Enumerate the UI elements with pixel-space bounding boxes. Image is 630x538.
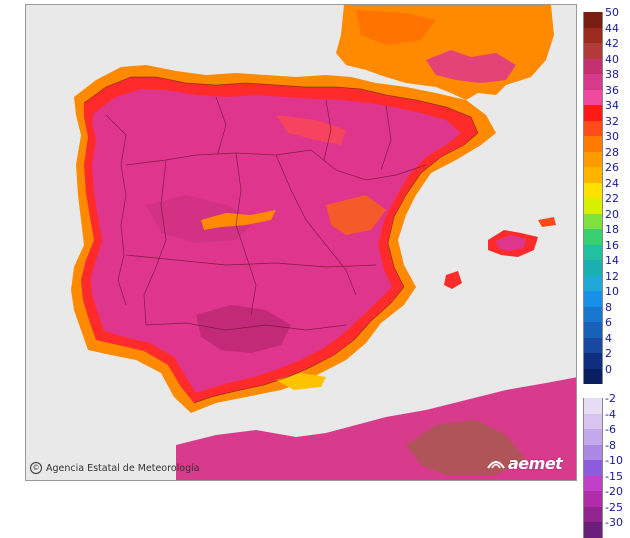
legend-swatch-positive-10 <box>583 167 603 183</box>
legend-label: 42 <box>605 37 619 50</box>
legend-label: 2 <box>605 347 612 360</box>
legend-swatch-negative-7 <box>583 506 603 522</box>
legend-label: -4 <box>605 407 616 421</box>
legend-swatch-negative-2 <box>583 429 603 445</box>
mountains-north <box>276 115 346 145</box>
legend-swatch-positive-7 <box>583 120 603 136</box>
credit-text: Agencia Estatal de Meteorología <box>46 462 200 474</box>
legend-swatch-positive-13 <box>583 213 603 229</box>
legend-swatch-positive-12 <box>583 198 603 214</box>
aemet-logo-text: aemet <box>508 454 563 473</box>
legend-swatch-positive-15 <box>583 244 603 260</box>
legend-label: 10 <box>605 285 619 298</box>
legend-swatch-negative-3 <box>583 444 603 460</box>
aemet-logo: aemet <box>487 454 563 473</box>
legend-label: -8 <box>605 438 616 452</box>
legend-swatch-positive-1 <box>583 27 603 43</box>
legend-label: -2 <box>605 392 616 405</box>
legend-label: -25 <box>605 500 623 514</box>
legend-swatch-negative-6 <box>583 491 603 507</box>
legend-label: 26 <box>605 161 619 174</box>
legend-swatch-negative-1 <box>583 413 603 429</box>
france-warm-area <box>356 10 436 45</box>
mountains-central <box>201 210 276 230</box>
legend-swatch-positive-18 <box>583 291 603 307</box>
legend-label: 8 <box>605 300 612 314</box>
map-canvas <box>26 5 576 480</box>
legend-label: 28 <box>605 145 619 159</box>
france-hot-area <box>426 50 516 83</box>
mountains-southeast <box>276 373 326 390</box>
legend-label: 6 <box>605 316 612 329</box>
legend-swatch-negative-5 <box>583 475 603 491</box>
legend-swatch-positive-22 <box>583 353 603 369</box>
legend-label: -15 <box>605 469 623 483</box>
island-mallorca-interior <box>496 235 526 251</box>
island-menorca <box>538 217 556 227</box>
legend-swatch-positive-0 <box>583 12 603 28</box>
legend-label: 44 <box>605 21 619 35</box>
legend-label: 36 <box>605 83 619 97</box>
legend-swatch-positive-8 <box>583 136 603 152</box>
region-borders <box>105 96 427 331</box>
legend-swatch-negative-0 <box>583 398 603 414</box>
legend-swatch-positive-23 <box>583 368 603 384</box>
legend-label: 12 <box>605 269 619 283</box>
legend-swatch-positive-21 <box>583 337 603 353</box>
legend-swatch-positive-2 <box>583 43 603 59</box>
legend-swatch-negative-8 <box>583 522 603 538</box>
legend-swatch-positive-11 <box>583 182 603 198</box>
legend-label: -6 <box>605 423 616 436</box>
legend-label: 14 <box>605 254 619 267</box>
legend-label: 0 <box>605 362 612 376</box>
legend-label: -30 <box>605 516 623 529</box>
aemet-logo-icon <box>487 460 505 469</box>
legend-label: 22 <box>605 192 619 205</box>
legend-swatch-positive-14 <box>583 229 603 245</box>
coastline <box>83 76 479 404</box>
temperature-map <box>25 4 577 481</box>
mountains-east <box>326 195 386 235</box>
legend-label: 4 <box>605 331 612 345</box>
legend-label: 34 <box>605 99 619 112</box>
copyright-icon: © <box>30 462 42 474</box>
island-ibiza <box>444 271 462 289</box>
legend-swatch-positive-19 <box>583 306 603 322</box>
legend-swatch-negative-4 <box>583 460 603 476</box>
legend-swatch-positive-17 <box>583 275 603 291</box>
legend-swatch-positive-5 <box>583 89 603 105</box>
legend-swatch-positive-16 <box>583 260 603 276</box>
legend-swatch-positive-4 <box>583 74 603 90</box>
legend-label: 32 <box>605 114 619 128</box>
hot-core-centre <box>146 195 256 243</box>
iberia-interior <box>91 89 461 393</box>
legend-swatch-positive-3 <box>583 58 603 74</box>
legend-swatch-positive-20 <box>583 322 603 338</box>
legend-label: 40 <box>605 52 619 66</box>
credit-line: © Agencia Estatal de Meteorología <box>30 462 200 474</box>
hot-core-south <box>196 305 291 353</box>
legend-label: 30 <box>605 130 619 143</box>
legend-label: 16 <box>605 238 619 252</box>
legend-swatch-positive-9 <box>583 151 603 167</box>
legend-label: 20 <box>605 207 619 221</box>
legend-label: 38 <box>605 68 619 81</box>
legend-label: 24 <box>605 176 619 190</box>
legend-label: 50 <box>605 6 619 19</box>
legend-label: -20 <box>605 485 623 498</box>
legend-label: 18 <box>605 223 619 236</box>
legend-swatch-positive-6 <box>583 105 603 121</box>
legend-label: -10 <box>605 454 623 467</box>
